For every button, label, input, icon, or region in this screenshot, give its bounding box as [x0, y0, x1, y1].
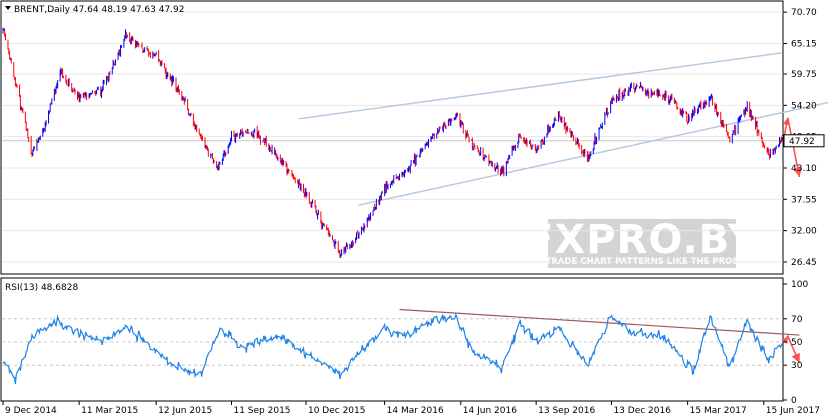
price-forecast-arrow-head	[793, 167, 803, 178]
price-series	[2, 27, 783, 258]
price-y-tick-label: 43.10	[791, 164, 817, 174]
price-y-tick-label: 54.20	[791, 101, 817, 111]
watermark: FXPRO.BY TRADE CHART PATTERNS LIKE THE P…	[526, 217, 758, 268]
rsi-y-tick-label: 0	[791, 396, 797, 406]
watermark-title: FXPRO.BY	[526, 217, 758, 263]
price-header: BRENT,Daily 47.64 48.19 47.63 47.92	[5, 5, 184, 15]
price-forecast-arrow	[783, 117, 803, 178]
rsi-trend-line	[399, 308, 800, 336]
rsi-y-tick-label: 70	[791, 315, 803, 325]
current-price-label: 47.92	[789, 137, 815, 147]
rsi-panel-frame	[0, 277, 784, 402]
rsi-grid	[2, 318, 783, 366]
x-tick-label: 15 Mar 2017	[690, 406, 747, 416]
rsi-series	[2, 313, 783, 385]
rsi-trend-line	[399, 308, 800, 336]
price-y-tick-label: 59.75	[791, 70, 817, 80]
x-tick-label: 9 Dec 2014	[5, 406, 57, 416]
price-y-tick-label: 26.45	[791, 258, 817, 268]
dropdown-triangle-icon	[5, 6, 11, 10]
rsi-y-tick-label: 50	[791, 338, 803, 348]
x-tick-label: 13 Sep 2016	[538, 406, 595, 416]
price-y-tick-label: 70.70	[791, 8, 817, 18]
trend-channel-upper	[298, 52, 783, 120]
x-axis: 9 Dec 2014 11 Mar 2015 12 Jun 2015 11 Sep 2…	[2, 401, 820, 416]
x-tick-label: 11 Sep 2015	[233, 406, 290, 416]
price-header-text: BRENT,Daily 47.64 48.19 47.63 47.92	[14, 5, 184, 15]
price-y-tick-label: 32.00	[791, 227, 817, 237]
x-tick-label: 15 Jun 2017	[766, 406, 820, 416]
x-tick-label: 13 Dec 2016	[613, 406, 671, 416]
rsi-y-tick-label: 30	[791, 361, 803, 371]
x-tick-label: 14 Mar 2016	[387, 406, 444, 416]
x-tick-label: 14 Jun 2016	[463, 406, 517, 416]
trend-channel-lower	[357, 101, 829, 206]
x-tick-label: 11 Mar 2015	[81, 406, 138, 416]
rsi-y-tick-label: 100	[791, 280, 808, 290]
price-y-axis: 70.7065.1559.7554.2048.6543.1037.5532.00…	[783, 8, 825, 268]
price-channel	[298, 52, 829, 206]
x-tick-label: 10 Dec 2015	[308, 406, 366, 416]
rsi-line	[2, 313, 783, 385]
price-forecast-arrow-head-top	[783, 117, 790, 126]
x-tick-label: 12 Jun 2015	[158, 406, 212, 416]
rsi-y-axis: 100 70 50 30 0	[783, 280, 808, 406]
price-y-tick-label: 37.55	[791, 195, 817, 205]
current-price-box	[783, 134, 825, 148]
rsi-forecast-arrow-head	[791, 352, 800, 363]
price-grid	[2, 11, 783, 263]
price-y-tick-label: 65.15	[791, 39, 817, 49]
rsi-header-text: RSI(13) 48.6828	[5, 283, 78, 293]
